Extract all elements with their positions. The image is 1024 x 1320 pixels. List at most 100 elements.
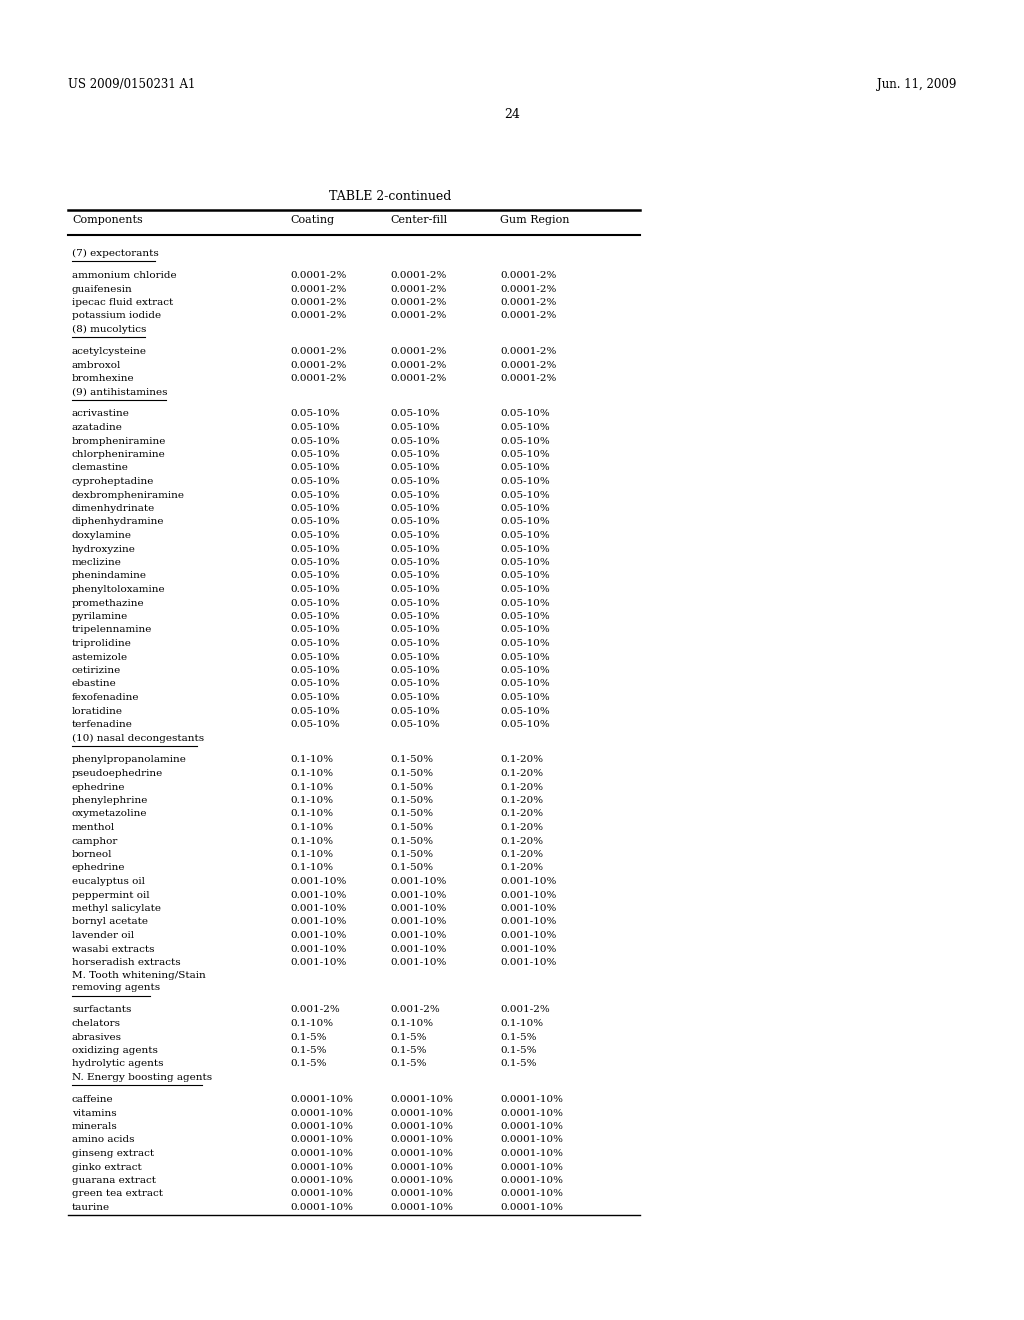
Text: 0.0001-10%: 0.0001-10% [390, 1109, 453, 1118]
Text: chlorpheniramine: chlorpheniramine [72, 450, 166, 459]
Text: Coating: Coating [290, 215, 334, 224]
Text: 0.0001-10%: 0.0001-10% [500, 1135, 563, 1144]
Text: 0.0001-10%: 0.0001-10% [290, 1135, 353, 1144]
Text: 0.05-10%: 0.05-10% [390, 544, 439, 553]
Text: 0.05-10%: 0.05-10% [500, 626, 550, 635]
Text: 0.05-10%: 0.05-10% [390, 437, 439, 446]
Text: 0.001-10%: 0.001-10% [500, 917, 556, 927]
Text: (8) mucolytics: (8) mucolytics [72, 325, 146, 334]
Text: 24: 24 [504, 108, 520, 121]
Text: phenylpropanolamine: phenylpropanolamine [72, 755, 186, 764]
Text: 0.001-10%: 0.001-10% [500, 945, 556, 953]
Text: Components: Components [72, 215, 142, 224]
Text: 0.05-10%: 0.05-10% [390, 477, 439, 486]
Text: ephedrine: ephedrine [72, 863, 126, 873]
Text: green tea extract: green tea extract [72, 1189, 163, 1199]
Text: (7) expectorants: (7) expectorants [72, 249, 159, 259]
Text: 0.05-10%: 0.05-10% [500, 517, 550, 527]
Text: 0.001-10%: 0.001-10% [390, 945, 446, 953]
Text: 0.05-10%: 0.05-10% [390, 639, 439, 648]
Text: 0.0001-10%: 0.0001-10% [500, 1148, 563, 1158]
Text: 0.05-10%: 0.05-10% [500, 491, 550, 499]
Text: 0.1-50%: 0.1-50% [390, 770, 433, 777]
Text: abrasives: abrasives [72, 1032, 122, 1041]
Text: 0.05-10%: 0.05-10% [290, 598, 340, 607]
Text: 0.1-50%: 0.1-50% [390, 809, 433, 818]
Text: 0.0001-2%: 0.0001-2% [290, 271, 346, 280]
Text: 0.05-10%: 0.05-10% [500, 612, 550, 620]
Text: 0.05-10%: 0.05-10% [290, 422, 340, 432]
Text: 0.05-10%: 0.05-10% [390, 517, 439, 527]
Text: acetylcysteine: acetylcysteine [72, 347, 147, 356]
Text: TABLE 2-continued: TABLE 2-continued [329, 190, 452, 203]
Text: 0.0001-10%: 0.0001-10% [290, 1096, 353, 1104]
Text: chelators: chelators [72, 1019, 121, 1028]
Text: triprolidine: triprolidine [72, 639, 132, 648]
Text: 0.1-20%: 0.1-20% [500, 755, 543, 764]
Text: 0.05-10%: 0.05-10% [290, 491, 340, 499]
Text: 0.0001-10%: 0.0001-10% [500, 1176, 563, 1185]
Text: eucalyptus oil: eucalyptus oil [72, 876, 145, 886]
Text: 0.1-5%: 0.1-5% [390, 1032, 427, 1041]
Text: phenindamine: phenindamine [72, 572, 147, 581]
Text: 0.1-10%: 0.1-10% [290, 863, 333, 873]
Text: 0.1-50%: 0.1-50% [390, 796, 433, 805]
Text: 0.001-10%: 0.001-10% [390, 891, 446, 899]
Text: 0.05-10%: 0.05-10% [500, 422, 550, 432]
Text: 0.001-10%: 0.001-10% [500, 931, 556, 940]
Text: 0.001-10%: 0.001-10% [290, 876, 346, 886]
Text: 0.05-10%: 0.05-10% [290, 693, 340, 702]
Text: 0.1-20%: 0.1-20% [500, 770, 543, 777]
Text: surfactants: surfactants [72, 1006, 131, 1015]
Text: 0.1-10%: 0.1-10% [290, 755, 333, 764]
Text: Center-fill: Center-fill [390, 215, 447, 224]
Text: terfenadine: terfenadine [72, 719, 133, 729]
Text: 0.0001-2%: 0.0001-2% [290, 285, 346, 293]
Text: 0.1-10%: 0.1-10% [290, 1019, 333, 1028]
Text: 0.05-10%: 0.05-10% [390, 706, 439, 715]
Text: 0.05-10%: 0.05-10% [390, 504, 439, 513]
Text: 0.05-10%: 0.05-10% [500, 639, 550, 648]
Text: lavender oil: lavender oil [72, 931, 134, 940]
Text: promethazine: promethazine [72, 598, 144, 607]
Text: peppermint oil: peppermint oil [72, 891, 150, 899]
Text: 0.001-10%: 0.001-10% [290, 917, 346, 927]
Text: cyproheptadine: cyproheptadine [72, 477, 155, 486]
Text: 0.001-10%: 0.001-10% [290, 904, 346, 913]
Text: 0.0001-10%: 0.0001-10% [390, 1148, 453, 1158]
Text: ginko extract: ginko extract [72, 1163, 141, 1172]
Text: 0.05-10%: 0.05-10% [390, 491, 439, 499]
Text: phenyltoloxamine: phenyltoloxamine [72, 585, 166, 594]
Text: 0.0001-2%: 0.0001-2% [500, 312, 556, 321]
Text: 0.1-20%: 0.1-20% [500, 809, 543, 818]
Text: 0.0001-2%: 0.0001-2% [500, 374, 556, 383]
Text: 0.05-10%: 0.05-10% [290, 639, 340, 648]
Text: amino acids: amino acids [72, 1135, 134, 1144]
Text: cetirizine: cetirizine [72, 667, 121, 675]
Text: horseradish extracts: horseradish extracts [72, 958, 180, 968]
Text: 0.05-10%: 0.05-10% [500, 667, 550, 675]
Text: 0.05-10%: 0.05-10% [290, 585, 340, 594]
Text: 0.05-10%: 0.05-10% [500, 680, 550, 689]
Text: 0.1-10%: 0.1-10% [390, 1019, 433, 1028]
Text: 0.0001-10%: 0.0001-10% [390, 1096, 453, 1104]
Text: 0.0001-2%: 0.0001-2% [390, 312, 446, 321]
Text: 0.1-20%: 0.1-20% [500, 863, 543, 873]
Text: menthol: menthol [72, 822, 116, 832]
Text: 0.05-10%: 0.05-10% [290, 626, 340, 635]
Text: potassium iodide: potassium iodide [72, 312, 161, 321]
Text: 0.05-10%: 0.05-10% [500, 572, 550, 581]
Text: 0.05-10%: 0.05-10% [390, 558, 439, 568]
Text: 0.0001-10%: 0.0001-10% [290, 1148, 353, 1158]
Text: 0.001-10%: 0.001-10% [290, 958, 346, 968]
Text: 0.0001-10%: 0.0001-10% [290, 1189, 353, 1199]
Text: 0.05-10%: 0.05-10% [290, 719, 340, 729]
Text: 0.05-10%: 0.05-10% [290, 504, 340, 513]
Text: caffeine: caffeine [72, 1096, 114, 1104]
Text: 0.0001-2%: 0.0001-2% [290, 312, 346, 321]
Text: 0.05-10%: 0.05-10% [500, 504, 550, 513]
Text: 0.05-10%: 0.05-10% [390, 598, 439, 607]
Text: 0.05-10%: 0.05-10% [390, 409, 439, 418]
Text: 0.05-10%: 0.05-10% [500, 437, 550, 446]
Text: 0.0001-2%: 0.0001-2% [290, 360, 346, 370]
